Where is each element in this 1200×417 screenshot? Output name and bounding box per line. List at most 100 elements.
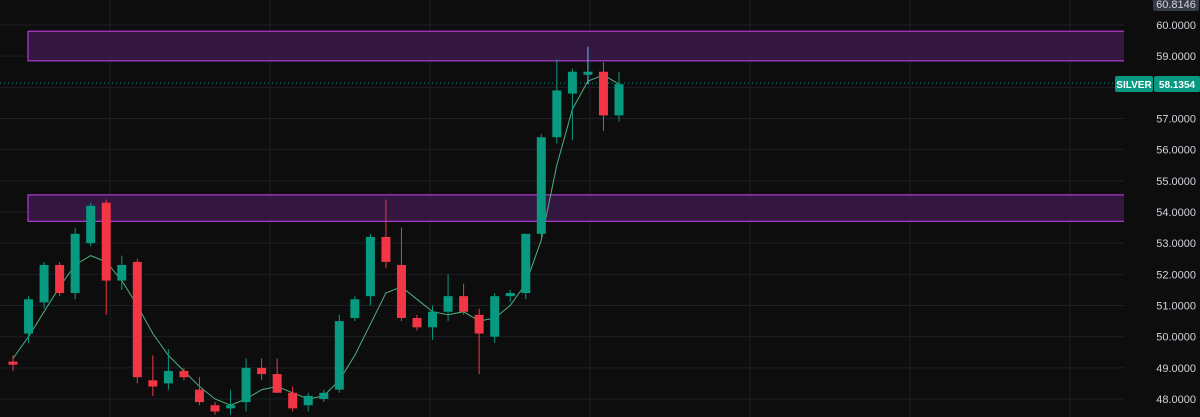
candle[interactable] (303, 392, 313, 412)
candle-body (412, 317, 422, 328)
candle[interactable] (39, 261, 49, 309)
candle-body (350, 299, 360, 318)
candle[interactable] (226, 389, 236, 415)
candle-body (210, 405, 220, 412)
candle[interactable] (132, 258, 142, 384)
price-axis-background (1124, 0, 1200, 417)
candle-body (179, 370, 189, 378)
candle-body (443, 296, 453, 312)
candle-body (428, 311, 438, 328)
candle[interactable] (194, 377, 204, 406)
zone-box-1[interactable] (27, 30, 1126, 62)
y-tick-label: 55.0000 (1156, 176, 1196, 188)
candle-body (381, 236, 391, 262)
candle-body (272, 374, 282, 393)
zone-box-2[interactable] (27, 194, 1126, 222)
candle[interactable] (505, 289, 515, 303)
top-price-tag: 60.8146 (1153, 0, 1199, 11)
y-tick-label: 60.0000 (1156, 20, 1196, 32)
candle[interactable] (552, 59, 562, 144)
current-price-badge: 58.1354 (1154, 76, 1200, 92)
y-tick-label: 56.0000 (1156, 145, 1196, 157)
y-tick-label: 53.0000 (1156, 238, 1196, 250)
y-tick-label: 51.0000 (1156, 301, 1196, 313)
candle-body (55, 264, 65, 294)
candle[interactable] (350, 296, 360, 322)
candle-body (39, 264, 49, 303)
top-price-text: 60.8146 (1156, 0, 1196, 11)
candle[interactable] (459, 283, 469, 315)
candle-body (163, 370, 173, 384)
candle-body (583, 71, 593, 75)
candle[interactable] (583, 46, 593, 85)
top-price-tag-background (1153, 0, 1199, 11)
candle[interactable] (86, 202, 96, 247)
zones (27, 30, 1126, 222)
candle-body (132, 261, 142, 378)
candle-body (396, 264, 406, 318)
candles[interactable] (8, 46, 624, 415)
candle-body (598, 71, 608, 116)
candle[interactable] (257, 358, 267, 381)
candle[interactable] (210, 402, 220, 415)
candle-body (86, 205, 96, 244)
y-tick-label: 52.0000 (1156, 269, 1196, 281)
candle[interactable] (179, 367, 189, 381)
candle-body (24, 299, 34, 334)
candle[interactable] (70, 227, 80, 300)
candle-body (117, 264, 127, 281)
candle-body (490, 296, 500, 337)
candle-body (194, 389, 204, 403)
candle[interactable] (55, 261, 65, 297)
candle-body (288, 392, 298, 409)
candle[interactable] (396, 227, 406, 322)
candle-body (101, 202, 111, 281)
candle-body (536, 137, 546, 234)
candle[interactable] (598, 62, 608, 131)
candle[interactable] (567, 68, 577, 141)
candle-body (148, 380, 158, 387)
y-tick-label: 57.0000 (1156, 114, 1196, 126)
y-tick-label: 54.0000 (1156, 207, 1196, 219)
candle-body (505, 293, 515, 297)
candle-body (319, 392, 329, 399)
symbol-badge: SILVER (1115, 76, 1153, 92)
candle[interactable] (365, 233, 375, 306)
candle-body (303, 395, 313, 406)
candle[interactable] (521, 233, 531, 300)
candle[interactable] (24, 296, 34, 343)
candle[interactable] (614, 71, 624, 122)
candle-body (241, 367, 251, 403)
y-tick-label: 50.0000 (1156, 332, 1196, 344)
candle-body (459, 296, 469, 312)
candle[interactable] (101, 199, 111, 315)
candle[interactable] (334, 314, 344, 393)
price-axis[interactable]: 60.000059.000058.000057.000056.000055.00… (1124, 0, 1200, 417)
candle[interactable] (443, 274, 453, 322)
candle[interactable] (288, 386, 298, 412)
y-tick-label: 49.0000 (1156, 363, 1196, 375)
candle[interactable] (412, 314, 422, 331)
candle-body (8, 361, 18, 365)
candle[interactable] (117, 255, 127, 290)
moving-average-line (12, 74, 620, 406)
candle[interactable] (428, 305, 438, 340)
candle-body (521, 233, 531, 294)
candle[interactable] (8, 355, 18, 371)
y-tick-label: 59.0000 (1156, 51, 1196, 63)
candle-body (334, 321, 344, 390)
candle[interactable] (381, 199, 391, 269)
y-tick-label: 48.0000 (1156, 394, 1196, 406)
candle[interactable] (536, 134, 546, 237)
candle[interactable] (241, 358, 251, 412)
candle[interactable] (163, 349, 173, 390)
candle[interactable] (319, 389, 329, 403)
candle-body (552, 90, 562, 138)
candle[interactable] (490, 293, 500, 343)
candle[interactable] (148, 355, 158, 396)
candle-body (70, 233, 80, 294)
candle[interactable] (272, 358, 282, 393)
candle[interactable] (474, 308, 484, 375)
